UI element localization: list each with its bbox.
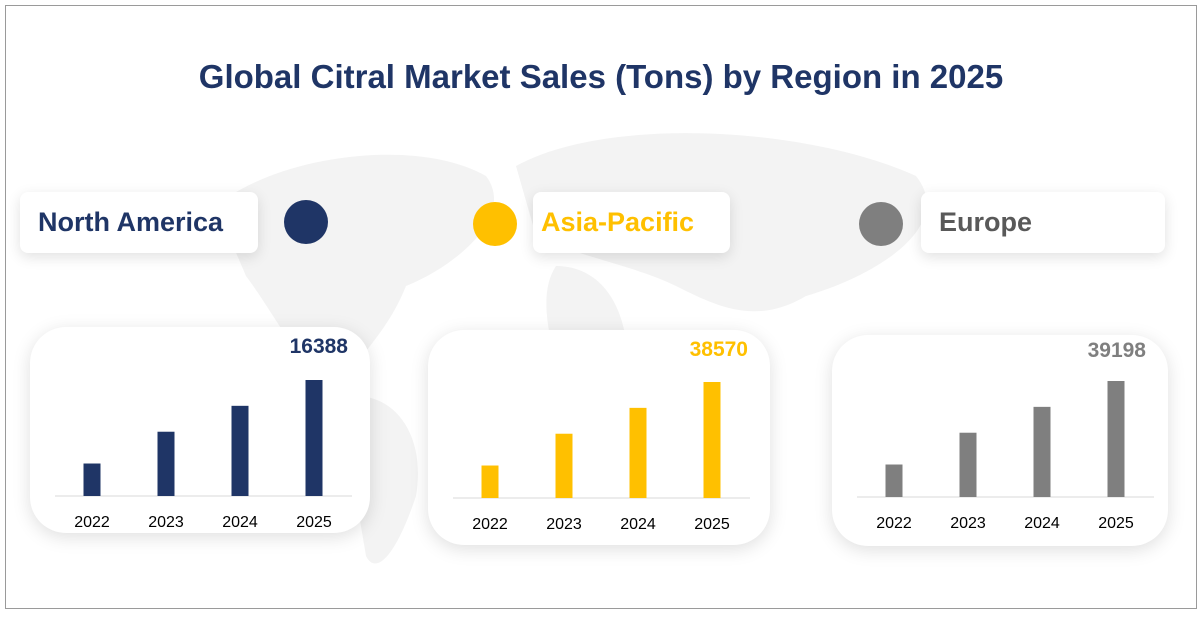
chart-card-europe: 2022 2023 2024 2025 39198 (832, 335, 1168, 546)
x-tick-label: 2025 (694, 516, 730, 533)
bar-chart: 2022 2023 2024 2025 (453, 382, 750, 533)
region-label-asia-pacific: Asia-Pacific (533, 192, 730, 253)
bar-2024 (231, 405, 249, 496)
x-tick-label: 2022 (876, 515, 912, 532)
bar-chart: 2022 2023 2024 2025 (857, 381, 1154, 532)
bar-chart: 2022 2023 2024 2025 (55, 380, 352, 531)
x-tick-label: 2022 (472, 516, 508, 533)
x-tick-label: 2025 (296, 514, 332, 531)
bar-2023 (555, 433, 573, 498)
region-marker-europe (859, 202, 903, 246)
bar-2023 (157, 431, 175, 496)
value-label-2025: 39198 (1087, 339, 1146, 362)
bar-2025 (1107, 381, 1125, 497)
chart-card-north-america: 2022 2023 2024 2025 16388 (30, 327, 370, 533)
x-tick-label: 2024 (620, 516, 656, 533)
bar-2024 (1033, 406, 1051, 497)
bar-2023 (959, 432, 977, 497)
x-tick-label: 2023 (546, 516, 582, 533)
x-tick-label: 2025 (1098, 515, 1134, 532)
chart-title: Global Citral Market Sales (Tons) by Reg… (198, 58, 1004, 95)
infographic: Global Citral Market Sales (Tons) by Reg… (5, 5, 1197, 609)
bar-2022 (83, 463, 101, 496)
value-label-2025: 38570 (689, 338, 748, 361)
region-label-europe: Europe (921, 192, 1165, 253)
bar-2022 (885, 464, 903, 497)
bar-2024 (629, 407, 647, 498)
x-tick-label: 2023 (148, 514, 184, 531)
x-tick-label: 2024 (1024, 515, 1060, 532)
value-label-2025: 16388 (289, 335, 348, 358)
x-tick-label: 2024 (222, 514, 258, 531)
bar-2022 (481, 465, 499, 498)
region-label-north-america: North America (20, 192, 258, 253)
bar-2025 (703, 382, 721, 498)
region-marker-north-america (284, 200, 328, 244)
bar-2025 (305, 380, 323, 496)
x-tick-label: 2023 (950, 515, 986, 532)
chart-card-asia-pacific: 2022 2023 2024 2025 38570 (428, 330, 770, 545)
region-marker-asia-pacific (473, 202, 517, 246)
x-tick-label: 2022 (74, 514, 110, 531)
